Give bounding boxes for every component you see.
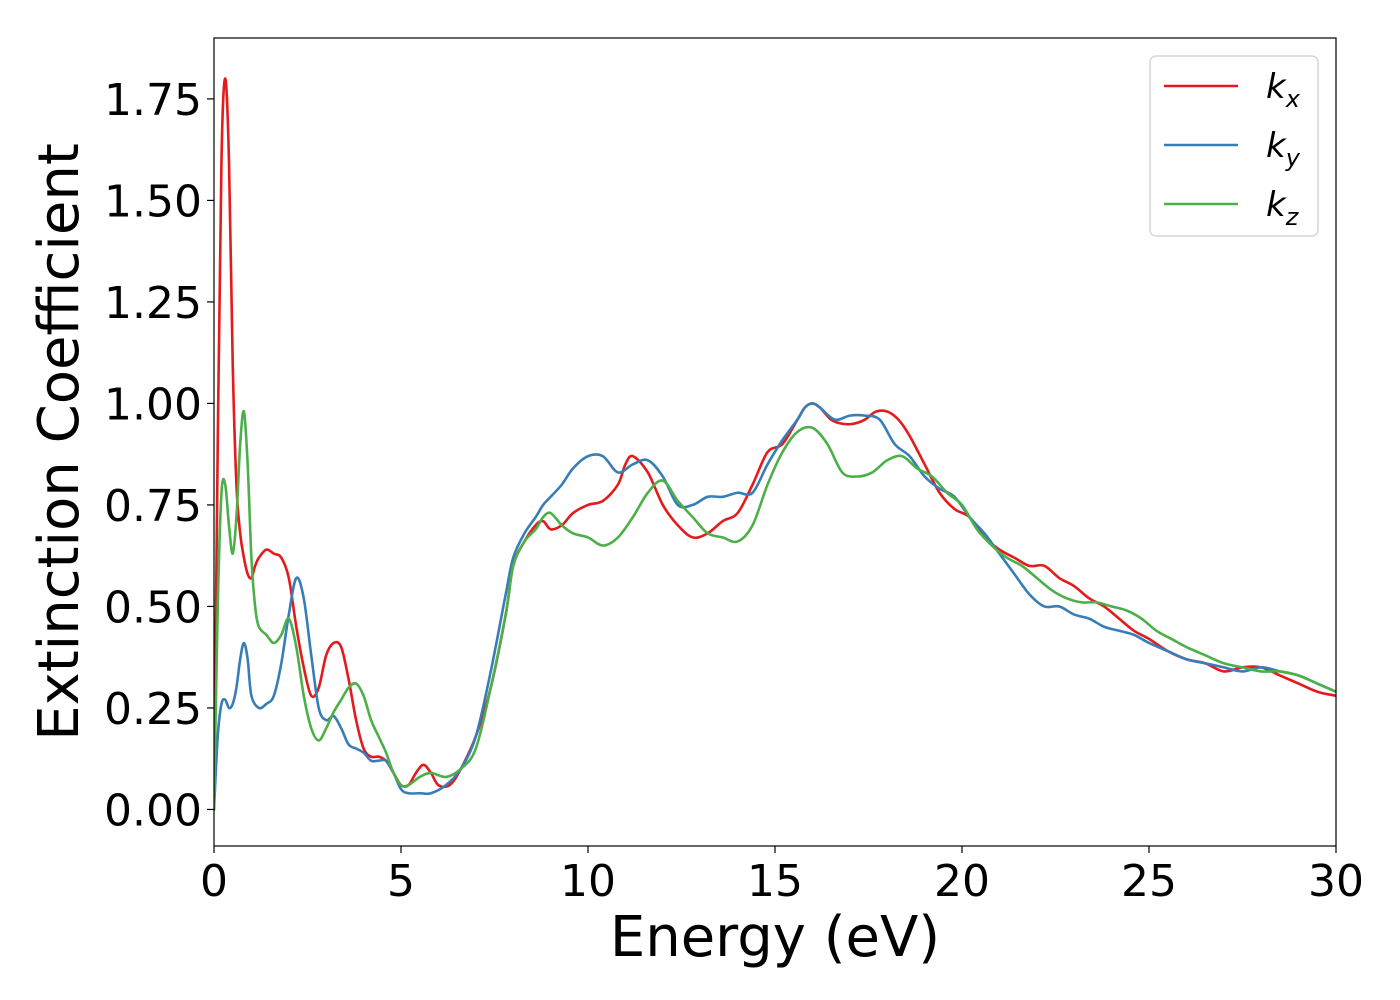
y-tick-label: 1.75 (104, 75, 202, 126)
series-line-x (214, 77, 1336, 811)
y-tick-label: 0.50 (104, 582, 202, 633)
legend-label-main: k (1266, 67, 1287, 107)
x-tick-label: 25 (1121, 856, 1177, 907)
y-tick-label: 1.00 (104, 379, 202, 430)
series-line-y (214, 402, 1336, 811)
x-tick-label: 10 (560, 856, 616, 907)
x-axis-label: Energy (eV) (610, 905, 940, 970)
x-axis-ticks: 0 5 10 15 20 25 30 (200, 846, 1364, 907)
x-tick-label: 20 (934, 856, 990, 907)
legend-label-subscript: x (1285, 85, 1301, 113)
x-tick-label: 0 (200, 856, 228, 907)
y-tick-label: 0.00 (104, 785, 202, 836)
legend-label-x: kx (1266, 67, 1301, 113)
series-line-z (214, 409, 1336, 811)
legend-label-z: kz (1266, 185, 1300, 231)
y-axis-ticks: 0.00 0.25 0.50 0.75 1.00 1.25 1.50 1.75 (104, 75, 214, 836)
legend-label-main: k (1266, 126, 1287, 166)
y-tick-label: 0.25 (104, 684, 202, 735)
y-axis-label: Extinction Coefficient (27, 143, 92, 741)
x-tick-label: 5 (387, 856, 415, 907)
legend-label-y: ky (1266, 126, 1301, 172)
legend-label-subscript: z (1285, 203, 1300, 231)
legend-label-main: k (1266, 185, 1287, 225)
y-tick-label: 1.50 (104, 176, 202, 227)
x-tick-label: 30 (1308, 856, 1364, 907)
x-tick-label: 15 (747, 856, 803, 907)
y-tick-label: 1.25 (104, 278, 202, 329)
y-tick-label: 0.75 (104, 481, 202, 532)
series-layer (214, 77, 1336, 811)
legend-label-subscript: y (1285, 144, 1301, 172)
